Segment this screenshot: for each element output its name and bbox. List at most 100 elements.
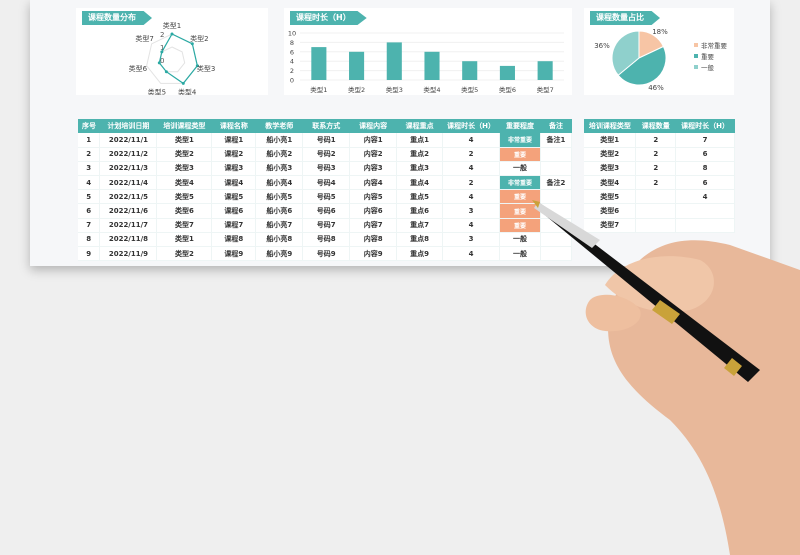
table-cell[interactable] <box>540 147 573 162</box>
importance-badge[interactable]: 重要 <box>499 203 541 219</box>
table-cell[interactable]: 号码8 <box>302 232 351 248</box>
column-header[interactable]: 课程时长（H） <box>442 119 500 133</box>
importance-badge[interactable]: 非常重要 <box>499 175 541 191</box>
table-cell[interactable]: 课程7 <box>211 218 257 233</box>
table-cell[interactable]: 6 <box>78 203 101 219</box>
column-header[interactable]: 课程重点 <box>396 119 443 133</box>
table-cell[interactable]: 课程2 <box>211 147 257 162</box>
table-cell[interactable]: 船小亮7 <box>255 218 304 233</box>
table-cell[interactable]: 2022/11/2 <box>99 147 158 162</box>
table-cell[interactable]: 内容3 <box>349 161 398 177</box>
table-cell[interactable]: 课程8 <box>211 232 257 248</box>
table-cell[interactable] <box>675 203 735 219</box>
table-cell[interactable]: 课程1 <box>211 133 257 148</box>
table-cell[interactable]: 备注1 <box>540 133 573 148</box>
table-cell[interactable]: 2 <box>635 161 677 177</box>
table-cell[interactable]: 3 <box>78 161 101 177</box>
table-cell[interactable]: 3 <box>442 232 501 248</box>
table-cell[interactable]: 2 <box>442 147 501 162</box>
table-cell[interactable]: 重点6 <box>396 203 444 219</box>
importance-badge[interactable]: 一般 <box>499 232 541 248</box>
table-cell[interactable]: 重点1 <box>396 133 444 148</box>
table-cell[interactable]: 类型7 <box>156 218 213 233</box>
table-cell[interactable]: 船小亮9 <box>255 246 304 262</box>
table-cell[interactable]: 重点7 <box>396 218 444 233</box>
table-cell[interactable]: 号码3 <box>302 161 351 177</box>
table-cell[interactable]: 2022/11/1 <box>99 133 158 148</box>
table-cell[interactable]: 备注2 <box>540 175 573 191</box>
table-cell[interactable]: 号码4 <box>302 175 351 191</box>
table-cell[interactable]: 船小亮1 <box>255 133 304 148</box>
table-cell[interactable]: 号码7 <box>302 218 351 233</box>
table-cell[interactable]: 类型1 <box>584 133 637 148</box>
table-cell[interactable]: 类型5 <box>584 189 637 205</box>
table-cell[interactable] <box>540 246 573 262</box>
column-header[interactable]: 联系方式 <box>302 119 350 133</box>
table-cell[interactable]: 内容4 <box>349 175 398 191</box>
table-cell[interactable]: 类型2 <box>156 147 213 162</box>
table-cell[interactable]: 内容2 <box>349 147 398 162</box>
table-cell[interactable]: 重点8 <box>396 232 444 248</box>
table-cell[interactable]: 课程9 <box>211 246 257 262</box>
column-header[interactable]: 课程名称 <box>211 119 256 133</box>
table-cell[interactable]: 船小亮3 <box>255 161 304 177</box>
table-cell[interactable]: 2 <box>78 147 101 162</box>
column-header[interactable]: 课程时长（H） <box>675 119 735 133</box>
table-cell[interactable]: 重点4 <box>396 175 444 191</box>
table-cell[interactable] <box>635 203 677 219</box>
table-cell[interactable]: 2 <box>635 133 677 148</box>
table-cell[interactable]: 重点9 <box>396 246 444 262</box>
table-cell[interactable]: 2022/11/3 <box>99 161 158 177</box>
table-cell[interactable]: 4 <box>442 133 501 148</box>
table-cell[interactable]: 类型1 <box>156 232 213 248</box>
table-cell[interactable] <box>635 218 677 233</box>
table-cell[interactable]: 2 <box>442 175 501 191</box>
table-cell[interactable]: 6 <box>675 147 735 162</box>
table-cell[interactable]: 类型4 <box>584 175 637 191</box>
table-cell[interactable] <box>540 189 573 205</box>
table-cell[interactable]: 号码1 <box>302 133 351 148</box>
table-cell[interactable]: 类型6 <box>584 203 637 219</box>
table-cell[interactable]: 4 <box>442 218 501 233</box>
table-cell[interactable]: 类型2 <box>584 147 637 162</box>
table-cell[interactable]: 号码5 <box>302 189 351 205</box>
column-header[interactable]: 培训课程类型 <box>156 119 212 133</box>
table-cell[interactable]: 2 <box>635 175 677 191</box>
table-cell[interactable]: 号码6 <box>302 203 351 219</box>
table-cell[interactable]: 船小亮2 <box>255 147 304 162</box>
table-cell[interactable]: 4 <box>442 246 501 262</box>
table-cell[interactable]: 船小亮8 <box>255 232 304 248</box>
table-cell[interactable]: 重点2 <box>396 147 444 162</box>
table-cell[interactable]: 8 <box>78 232 101 248</box>
table-cell[interactable]: 内容6 <box>349 203 398 219</box>
table-cell[interactable]: 号码9 <box>302 246 351 262</box>
table-cell[interactable]: 重点3 <box>396 161 444 177</box>
column-header[interactable]: 培训课程类型 <box>584 119 636 133</box>
table-cell[interactable]: 4 <box>442 189 501 205</box>
table-cell[interactable]: 类型3 <box>584 161 637 177</box>
table-cell[interactable]: 内容5 <box>349 189 398 205</box>
column-header[interactable]: 序号 <box>78 119 100 133</box>
table-cell[interactable]: 4 <box>78 175 101 191</box>
table-cell[interactable]: 内容8 <box>349 232 398 248</box>
table-cell[interactable]: 2022/11/6 <box>99 203 158 219</box>
table-cell[interactable]: 课程5 <box>211 189 257 205</box>
table-cell[interactable]: 重点5 <box>396 189 444 205</box>
table-cell[interactable]: 9 <box>78 246 101 262</box>
table-cell[interactable]: 类型5 <box>156 189 213 205</box>
table-cell[interactable]: 2022/11/7 <box>99 218 158 233</box>
importance-badge[interactable]: 重要 <box>499 189 541 205</box>
importance-badge[interactable]: 非常重要 <box>499 133 541 148</box>
table-cell[interactable]: 类型4 <box>156 175 213 191</box>
table-cell[interactable]: 类型1 <box>156 133 213 148</box>
table-cell[interactable]: 2022/11/9 <box>99 246 158 262</box>
table-cell[interactable]: 7 <box>675 133 735 148</box>
table-cell[interactable]: 课程6 <box>211 203 257 219</box>
table-cell[interactable]: 2022/11/5 <box>99 189 158 205</box>
table-cell[interactable]: 5 <box>78 189 101 205</box>
table-cell[interactable] <box>540 161 573 177</box>
table-cell[interactable] <box>675 218 735 233</box>
table-cell[interactable]: 类型3 <box>156 161 213 177</box>
table-cell[interactable]: 2 <box>635 147 677 162</box>
table-cell[interactable]: 2022/11/8 <box>99 232 158 248</box>
